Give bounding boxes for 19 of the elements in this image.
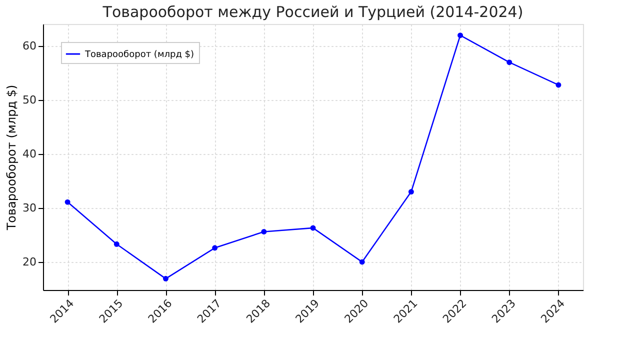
y-tick-label: 40: [22, 148, 36, 161]
point: [359, 259, 365, 265]
point: [162, 276, 168, 282]
y-axis-title: Товарооборот (млрд $): [4, 84, 19, 232]
y-tick-label: 50: [22, 94, 36, 107]
point: [556, 82, 562, 88]
y-tick-label: 30: [22, 201, 36, 214]
point: [506, 60, 512, 66]
point: [212, 245, 218, 251]
point: [408, 189, 414, 195]
point: [310, 225, 316, 231]
y-tick-label: 60: [22, 40, 36, 53]
chart-title: Товарооборот между Россией и Турцией (2014-2024): [102, 3, 524, 21]
y-tick-label: 20: [22, 255, 36, 268]
legend-label: Товарооборот (млрд $): [84, 50, 194, 60]
point: [261, 228, 267, 234]
point: [114, 241, 120, 247]
point: [458, 32, 464, 38]
point: [64, 199, 70, 205]
